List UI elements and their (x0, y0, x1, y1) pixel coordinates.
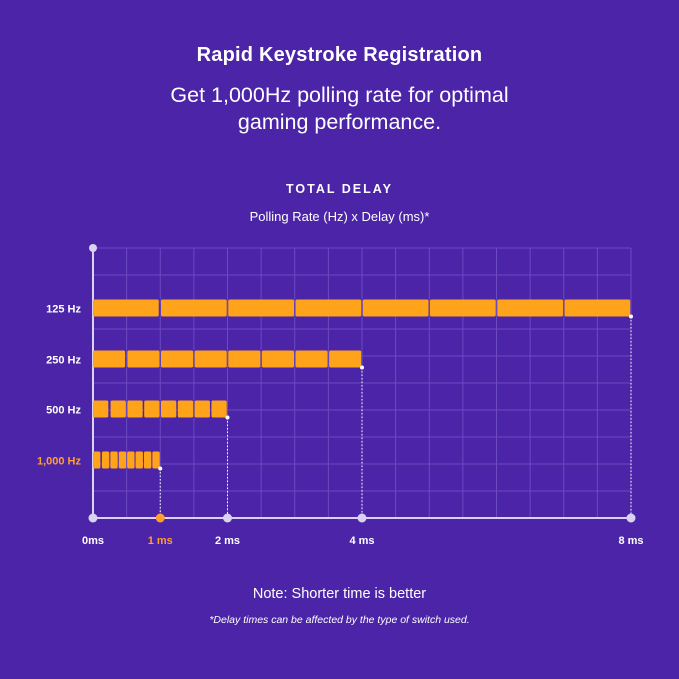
bar-segment (295, 350, 328, 368)
category-label: 500 Hz (46, 405, 81, 417)
bar-segment (430, 299, 496, 317)
x-tick-label: 1 ms (148, 535, 173, 547)
bar-segment (143, 451, 152, 469)
x-tick-dot (155, 513, 165, 523)
bar-segment (93, 350, 126, 368)
bar-segment (194, 400, 210, 418)
bar-segment (161, 350, 194, 368)
x-tick-dot (626, 513, 636, 523)
bar-segment (144, 400, 160, 418)
bar-segment (93, 400, 109, 418)
note-text: Note: Shorter time is better (252, 586, 427, 602)
bar-segment (497, 299, 563, 317)
x-tick-label: 8 ms (618, 535, 643, 547)
bar-segment (135, 451, 143, 469)
bar-segment (194, 350, 227, 368)
bar-segment (177, 400, 194, 418)
category-label: 250 Hz (46, 355, 81, 367)
x-tick-label: 0ms (82, 535, 104, 547)
bar-segment (295, 299, 362, 317)
bar-segment (228, 350, 261, 368)
chart-title: TOTAL DELAY (286, 182, 393, 196)
bar-segment (161, 299, 227, 317)
bar-segment (110, 451, 118, 469)
x-tick-dot (223, 513, 232, 523)
bar-end-dot (629, 314, 633, 319)
bar-segment (161, 400, 177, 418)
page-title: Rapid Keystroke Registration (196, 44, 483, 66)
x-tick-dot (357, 513, 367, 523)
bar-segment (127, 451, 135, 469)
category-label: 1,000 Hz (37, 456, 82, 468)
bar-segment (93, 451, 101, 469)
bar-end-dot (360, 365, 364, 370)
bar-segment (152, 451, 160, 469)
footnote-text: *Delay times can be affected by the type… (209, 614, 470, 626)
bar-segment (127, 400, 143, 418)
category-label: 125 Hz (46, 304, 81, 316)
bar-end-dot (225, 415, 230, 420)
bar-segment (228, 299, 294, 317)
page-subtitle: Get 1,000Hz polling rate for optimal gam… (0, 82, 679, 136)
chart-subtitle: Polling Rate (Hz) x Delay (ms)* (249, 209, 430, 224)
bar-segment (211, 400, 227, 418)
x-tick-label: 2 ms (215, 535, 240, 547)
bar-segment (101, 451, 110, 469)
x-tick-dot (88, 513, 98, 523)
bar-segment (127, 350, 160, 368)
bar-segment (564, 299, 631, 317)
y-axis-end-dot (89, 244, 97, 252)
bar-segment (329, 350, 362, 368)
subtitle-line-1: Get 1,000Hz polling rate for optimal (170, 83, 509, 107)
bar-end-dot (158, 466, 163, 471)
bar-segment (362, 299, 429, 317)
bar-segment (93, 299, 159, 317)
bar-segment (118, 451, 127, 469)
subtitle-line-2: gaming performance. (237, 110, 442, 134)
x-tick-label: 4 ms (349, 535, 374, 547)
bar-segment (110, 400, 126, 418)
bar-segment (261, 350, 294, 368)
